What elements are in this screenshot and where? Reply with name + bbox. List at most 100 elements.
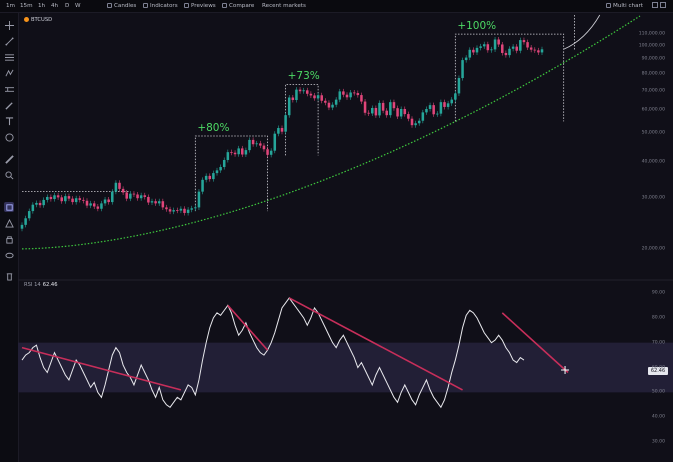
- eye-tool[interactable]: [4, 250, 14, 260]
- fib-tool[interactable]: [4, 52, 14, 62]
- candle-body: [125, 192, 128, 199]
- timeframe-15m[interactable]: 15m: [20, 3, 33, 9]
- measure-tool[interactable]: [4, 84, 14, 94]
- timeframe-1h[interactable]: 1h: [38, 3, 46, 9]
- multi-chart-button[interactable]: Multi chart: [606, 2, 643, 10]
- candle-body: [183, 208, 186, 213]
- timeframe-1m[interactable]: 1m: [6, 3, 16, 9]
- candle-body: [194, 207, 197, 209]
- candle-body: [533, 49, 537, 51]
- candle-body: [504, 52, 508, 56]
- trash-tool[interactable]: [4, 271, 14, 281]
- candle-body: [349, 92, 352, 98]
- magnet-tool[interactable]: [4, 202, 14, 212]
- indicators-label: Indicators: [150, 3, 178, 9]
- candle-body: [277, 128, 280, 134]
- candle-body: [306, 90, 309, 94]
- rsi-trendline: [227, 304, 269, 351]
- multi-chart-label: Multi chart: [613, 3, 643, 9]
- price-tick-label: 40,000.00: [641, 159, 665, 165]
- previews-button[interactable]: Previews: [184, 2, 216, 10]
- emoji-tool[interactable]: [4, 132, 14, 142]
- candle-body: [215, 170, 219, 174]
- candle-body: [331, 104, 334, 108]
- previews-icon: [184, 3, 189, 8]
- text-icon: [5, 116, 13, 125]
- candle-body: [92, 203, 96, 207]
- candle-body: [334, 99, 338, 105]
- candle-body: [461, 60, 464, 79]
- candle-body: [82, 199, 85, 201]
- candle-body: [201, 179, 204, 192]
- timeframe-d[interactable]: D: [65, 3, 70, 9]
- projection-arc: [563, 14, 601, 50]
- candle-body: [114, 182, 118, 192]
- compare-icon: [222, 3, 227, 8]
- candle-body: [172, 210, 175, 212]
- support-curve: [21, 15, 641, 250]
- candles-button[interactable]: Candles: [107, 2, 136, 10]
- compare-button[interactable]: Compare: [222, 2, 254, 10]
- rsi-tick-label: 70.00: [651, 340, 665, 346]
- brush-tool[interactable]: [4, 100, 14, 110]
- candle-body: [27, 211, 31, 219]
- ruler-tool[interactable]: [4, 154, 14, 164]
- candle-body: [396, 108, 399, 117]
- price-tick-label: 50,000.00: [641, 130, 665, 136]
- indicators-icon: [143, 3, 148, 8]
- text-tool[interactable]: [4, 116, 14, 126]
- timeframe-w[interactable]: W: [75, 3, 81, 9]
- candle-body: [385, 110, 388, 116]
- rsi-legend[interactable]: RSI 14 62.46: [24, 282, 58, 288]
- candle-body: [464, 57, 468, 61]
- candle-body: [540, 49, 544, 53]
- timeframe-4h[interactable]: 4h: [51, 3, 59, 9]
- indicators-button[interactable]: Indicators: [143, 2, 178, 10]
- window-controls: [650, 2, 668, 10]
- fullscreen-icon[interactable]: [660, 2, 666, 8]
- zoom-tool[interactable]: [4, 170, 14, 180]
- rsi-tick-label: 60.00: [651, 365, 665, 371]
- candle-body: [96, 206, 100, 209]
- rsi-trendline: [288, 297, 463, 391]
- symbol-label[interactable]: BTCUSD: [24, 17, 52, 23]
- candle-body: [475, 47, 479, 53]
- rsi-legend-value: 62.46: [42, 282, 58, 288]
- candle-body: [78, 198, 82, 200]
- candle-body: [136, 194, 139, 199]
- lock-tool[interactable]: [4, 234, 14, 244]
- rsi-current-value-badge: 62.46: [648, 367, 668, 375]
- draw-mode-tool[interactable]: [4, 218, 14, 228]
- candle-body: [345, 94, 349, 98]
- candle-body: [313, 95, 316, 99]
- eye-icon: [4, 252, 14, 258]
- candle-body: [342, 91, 345, 95]
- fib-icon: [4, 53, 14, 61]
- candle-body: [259, 143, 262, 146]
- recent-markets-button[interactable]: Recent markets: [262, 3, 306, 9]
- candle-body: [324, 100, 327, 103]
- candle-body: [100, 203, 103, 209]
- candle-body: [522, 40, 526, 43]
- candle-body: [118, 182, 121, 189]
- candle-body: [208, 175, 212, 180]
- rsi-name: RSI 14: [24, 282, 41, 288]
- candle-body: [360, 95, 363, 102]
- candle-body: [291, 97, 295, 100]
- candle-body: [320, 95, 323, 101]
- pattern-tool[interactable]: [4, 68, 14, 78]
- zoom-icon: [4, 170, 13, 179]
- candle-body: [450, 99, 453, 104]
- candle-body: [501, 44, 504, 53]
- candle-body: [226, 152, 230, 160]
- candle-body: [219, 167, 222, 171]
- candle-body: [161, 201, 165, 208]
- crosshair-tool[interactable]: [4, 20, 14, 30]
- candle-body: [248, 139, 251, 151]
- trendline-tool[interactable]: [4, 36, 14, 46]
- layout-icon[interactable]: [652, 2, 658, 8]
- candle-body: [287, 97, 291, 116]
- magnet-icon: [5, 203, 13, 211]
- price-tick-label: 20,000.00: [641, 246, 665, 252]
